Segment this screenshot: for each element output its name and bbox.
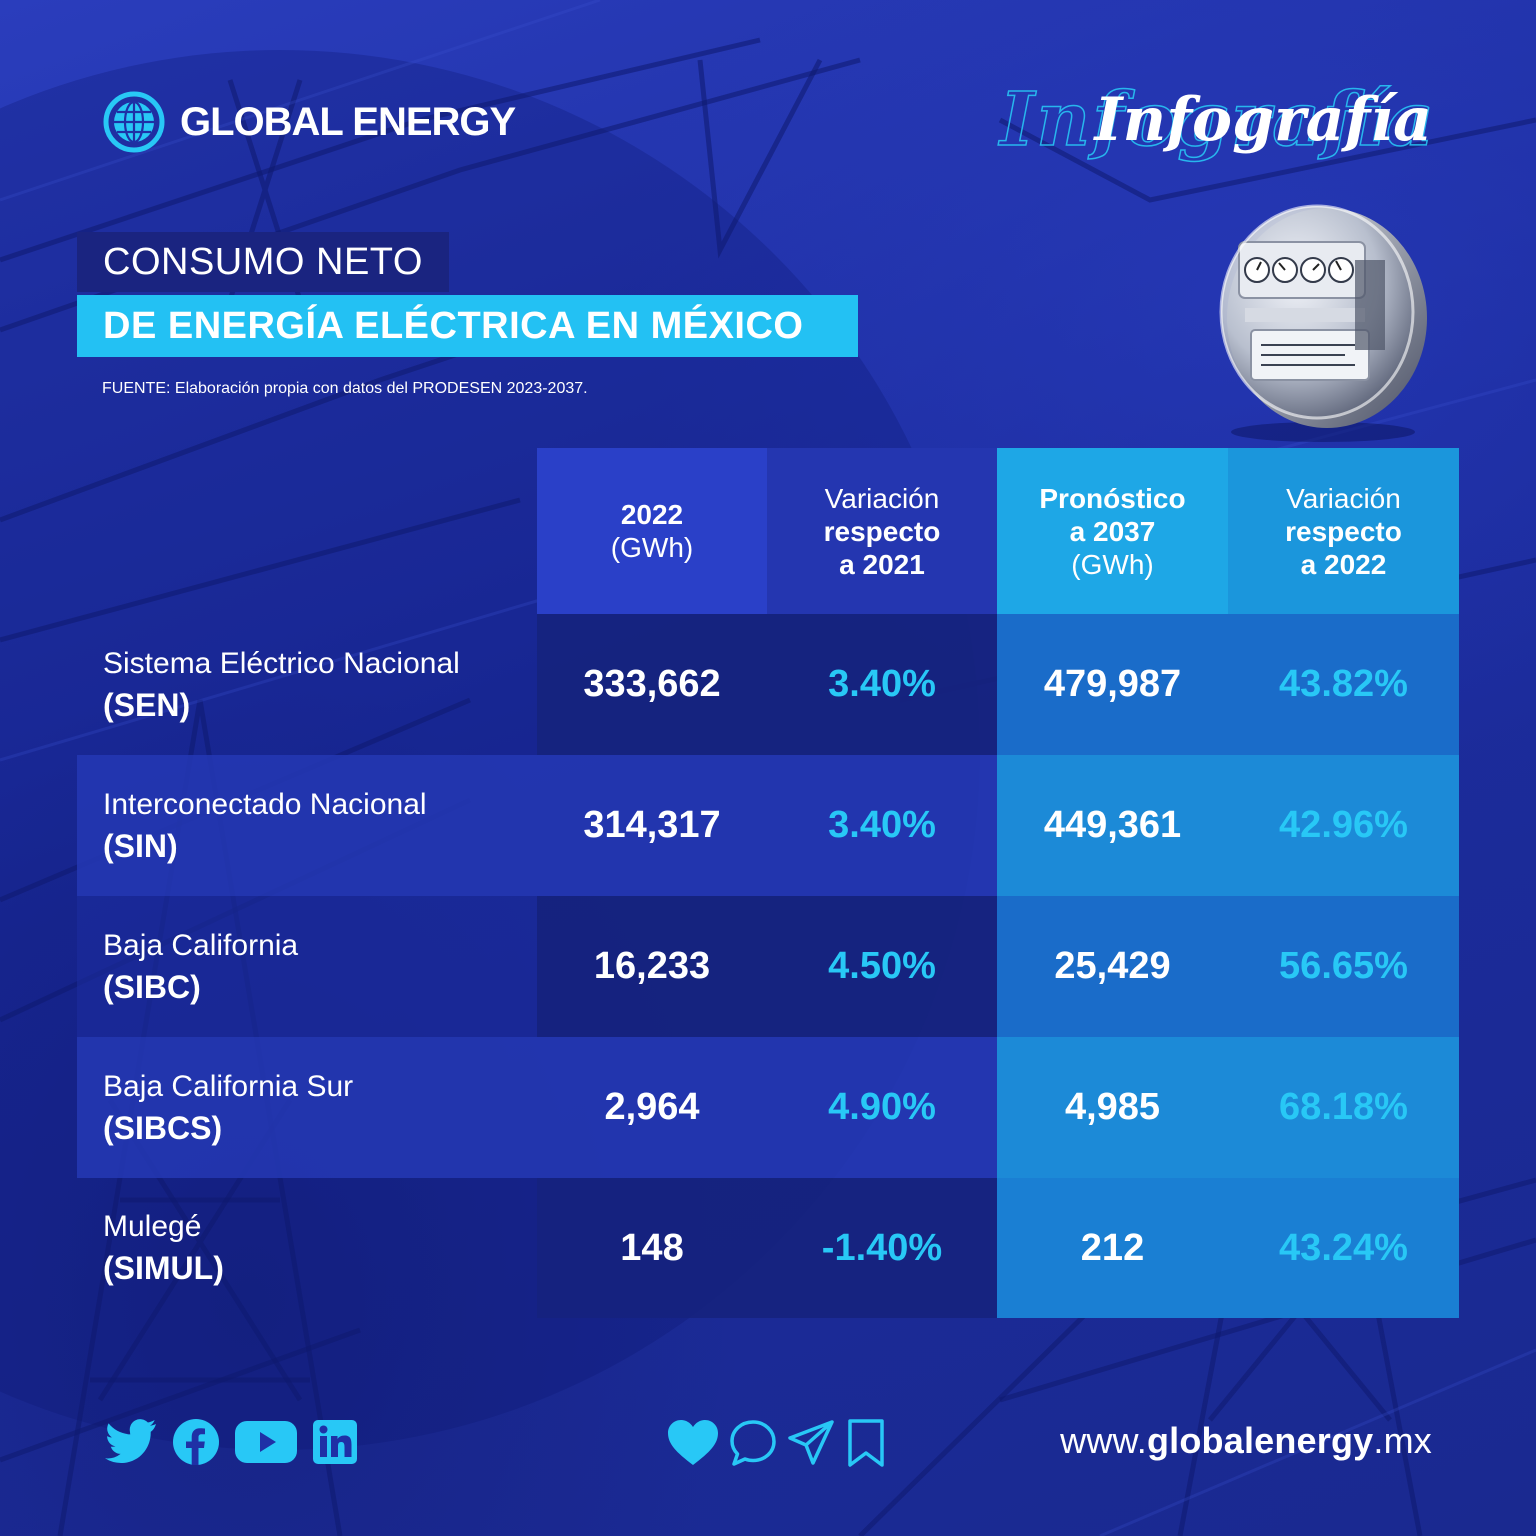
infografia-label: Infografía [1094, 85, 1432, 155]
youtube-icon[interactable] [234, 1418, 298, 1466]
cell-v2022: 2,964 [604, 1086, 700, 1128]
cell-p2037: 449,361 [1043, 804, 1182, 846]
cell-var2022: 43.82% [1279, 663, 1408, 705]
row-code: (SIBC) [103, 968, 201, 1005]
cell-v2022: 333,662 [583, 663, 721, 705]
website-prefix: www. [1060, 1420, 1147, 1461]
facebook-icon[interactable] [172, 1418, 220, 1466]
row-code: (SIMUL) [103, 1250, 224, 1286]
header-2022-line2: (GWh) [610, 532, 694, 563]
row-name: Baja California Sur [103, 1069, 354, 1103]
cell-var2022: 43.24% [1279, 1226, 1408, 1269]
row-name: Sistema Eléctrico Nacional [103, 646, 460, 680]
linkedin-icon[interactable] [312, 1419, 358, 1465]
cell-var2022: 68.18% [1279, 1086, 1408, 1128]
bookmark-icon[interactable] [844, 1418, 888, 1468]
cell-v2022: 314,317 [583, 804, 721, 846]
twitter-icon[interactable] [104, 1418, 158, 1466]
electric-meter-illustration [1219, 204, 1427, 442]
website-link[interactable]: www.globalenergy.mx [1060, 1420, 1432, 1462]
row-name: Interconectado Nacional [103, 787, 427, 821]
row-name: Baja California [103, 928, 299, 962]
post-actions [666, 1418, 888, 1468]
title-line-2: DE ENERGÍA ELÉCTRICA EN MÉXICO [77, 295, 858, 357]
infografia-outline-text: Infografía [999, 76, 1436, 164]
table-row-label: Baja California Sur (SIBCS) [77, 1037, 537, 1178]
table-row-label: Mulegé (SIMUL) [77, 1178, 537, 1318]
row-code: (SEN) [103, 686, 191, 723]
header-cell-2022: 2022 (GWh) [537, 448, 767, 614]
row-code: (SIBCS) [103, 1109, 223, 1146]
cell-var2021: 4.50% [828, 945, 936, 987]
table-row-label: Sistema Eléctrico Nacional (SEN) [77, 614, 537, 755]
cell-var2021: -1.40% [821, 1226, 943, 1269]
header-p2037-line1: Pronóstico [1039, 482, 1186, 514]
table-row-label: Interconectado Nacional (SIN) [77, 755, 537, 896]
header-cell-p2037: Pronóstico a 2037 (GWh) [997, 448, 1228, 614]
row-bg-sin-right [997, 755, 1459, 896]
row-code: (SIN) [103, 827, 178, 864]
cell-var2021: 3.40% [828, 663, 936, 705]
header-cell-var2022: Variación respecto a 2022 [1228, 448, 1459, 614]
comment-icon[interactable] [728, 1418, 778, 1468]
header-var2021-line2: respecto [823, 515, 941, 547]
cell-p2037: 212 [1080, 1226, 1145, 1269]
row-bg-simul-right [997, 1178, 1459, 1318]
header-var2022-line3: a 2022 [1300, 548, 1387, 580]
row-bg-sibc-label [77, 896, 537, 1037]
header-2022-line1: 2022 [620, 499, 684, 530]
cell-var2022: 56.65% [1279, 945, 1408, 987]
cell-v2022: 16,233 [593, 945, 711, 987]
send-icon[interactable] [786, 1418, 836, 1468]
heart-icon[interactable] [666, 1418, 720, 1468]
global-energy-logo[interactable]: GLOBAL ENERGY [102, 90, 516, 154]
brand-name: GLOBAL ENERGY [180, 99, 516, 144]
cell-p2037: 25,429 [1054, 945, 1171, 987]
cell-var2021: 4.90% [828, 1086, 936, 1128]
cell-p2037: 4,985 [1064, 1086, 1161, 1128]
header-var2021-line1: Variación [824, 482, 940, 514]
row-bg-sibc-right [997, 896, 1459, 1037]
row-bg-simul-left [537, 1178, 997, 1318]
cell-var2021: 3.40% [828, 804, 936, 846]
globe-icon [103, 91, 165, 153]
header-cell-var2021: Variación respecto a 2021 [767, 448, 997, 614]
cell-v2022: 148 [620, 1226, 684, 1269]
header-var2022-line1: Variación [1286, 482, 1401, 514]
header-var2022-line2: respecto [1285, 515, 1402, 547]
row-bg-sin-left [77, 755, 997, 896]
row-name: Mulegé [103, 1210, 202, 1243]
consumption-table: 2022 (GWh) Variación respecto a 2021 Pro… [77, 448, 1459, 1318]
cell-p2037: 479,987 [1043, 663, 1182, 705]
social-links [104, 1418, 358, 1466]
header-var2021-line3: a 2021 [839, 548, 925, 580]
row-bg-sibcs-right [997, 1037, 1459, 1178]
website-main: globalenergy [1146, 1420, 1374, 1461]
row-bg-sibc-left [537, 896, 997, 1037]
cell-var2022: 42.96% [1279, 804, 1408, 846]
row-bg-sen-left [537, 614, 997, 755]
header-p2037-line3: (GWh) [1071, 548, 1154, 580]
table-row-label: Baja California (SIBC) [77, 896, 537, 1037]
header-p2037-line2: a 2037 [1069, 515, 1156, 547]
row-bg-sen-right [997, 614, 1459, 755]
website-suffix: .mx [1373, 1420, 1432, 1461]
row-bg-sibcs-left [77, 1037, 997, 1178]
title-line-1: CONSUMO NETO [77, 232, 449, 292]
source-note: FUENTE: Elaboración propia con datos del… [102, 380, 588, 397]
